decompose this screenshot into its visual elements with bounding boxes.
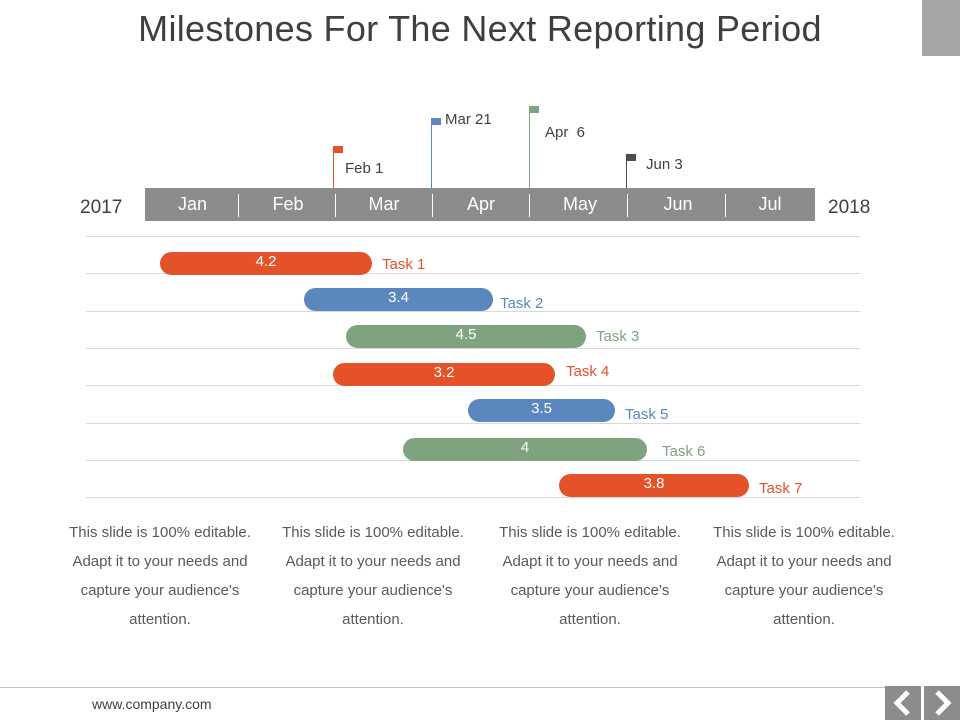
note-line: attention.	[129, 611, 191, 628]
month-divider	[725, 194, 726, 217]
corner-decoration	[922, 0, 960, 56]
task-1-label: Task 1	[382, 256, 426, 273]
note-block: This slide is 100% editable. Adapt it to…	[490, 518, 690, 634]
task-5-bar: 3.5	[468, 399, 615, 422]
task-2-label: Task 2	[500, 295, 544, 312]
note-line: attention.	[342, 611, 404, 628]
flag-icon	[529, 106, 539, 113]
task-5-label: Task 5	[625, 406, 669, 423]
chevron-right-icon	[935, 690, 952, 716]
flag-icon	[333, 146, 343, 153]
milestone-label: Feb 1	[345, 160, 384, 177]
note-block: This slide is 100% editable. Adapt it to…	[60, 518, 260, 634]
month-divider	[238, 194, 239, 217]
year-end-label: 2018	[828, 197, 871, 218]
task-4-bar: 3.2	[333, 363, 555, 386]
month-jun: Jun	[663, 194, 693, 214]
flag-pole	[626, 154, 627, 188]
chevron-left-icon	[893, 690, 910, 716]
task-7-label: Task 7	[759, 480, 803, 497]
row-divider	[86, 423, 860, 424]
month-may: May	[562, 194, 597, 214]
month-divider	[432, 194, 433, 217]
month-divider	[529, 194, 530, 217]
note-block: This slide is 100% editable. Adapt it to…	[273, 518, 473, 634]
month-apr: Apr	[466, 194, 495, 214]
note-line: Adapt it to your needs and	[716, 553, 892, 570]
month-jul: Jul	[758, 194, 782, 214]
footer-url[interactable]: www.company.com	[92, 696, 212, 712]
month-divider	[627, 194, 628, 217]
note-line: This slide is 100% editable.	[499, 524, 681, 541]
task-1-bar: 4.2	[160, 252, 372, 275]
note-line: attention.	[773, 611, 835, 628]
task-7-bar: 3.8	[559, 474, 749, 497]
flag-pole	[333, 146, 334, 188]
note-line: This slide is 100% editable.	[713, 524, 895, 541]
month-jan: Jan	[177, 194, 208, 214]
note-line: Adapt it to your needs and	[502, 553, 678, 570]
month-divider	[335, 194, 336, 217]
task-2-bar: 3.4	[304, 288, 493, 311]
note-line: This slide is 100% editable.	[282, 524, 464, 541]
flag-icon	[431, 118, 441, 125]
milestone-label: Apr 6	[545, 124, 586, 141]
row-divider	[86, 273, 860, 274]
note-line: capture your audience's	[510, 582, 670, 599]
flag-icon	[626, 154, 636, 161]
month-mar: Mar	[368, 194, 400, 214]
task-6-label: Task 6	[662, 443, 706, 460]
note-line: Adapt it to your needs and	[285, 553, 461, 570]
month-timeline: Jan Feb Mar Apr May Jun Jul	[145, 188, 815, 221]
footer-divider	[0, 687, 885, 688]
task-3-label: Task 3	[596, 328, 640, 345]
note-block: This slide is 100% editable. Adapt it to…	[704, 518, 904, 634]
task-6-bar: 4	[403, 438, 647, 461]
note-line: capture your audience's	[293, 582, 453, 599]
note-line: attention.	[559, 611, 621, 628]
next-slide-button[interactable]	[924, 686, 960, 720]
slide-title: Milestones For The Next Reporting Period	[138, 8, 822, 49]
task-3-bar: 4.5	[346, 325, 586, 348]
row-divider	[86, 236, 860, 237]
note-line: Adapt it to your needs and	[72, 553, 248, 570]
row-divider	[86, 497, 860, 498]
task-4-label: Task 4	[566, 363, 610, 380]
note-line: capture your audience's	[724, 582, 884, 599]
row-divider	[86, 348, 860, 349]
year-start-label: 2017	[80, 197, 123, 218]
note-line: capture your audience's	[80, 582, 240, 599]
row-divider	[86, 311, 860, 312]
previous-slide-button[interactable]	[885, 686, 921, 720]
note-line: This slide is 100% editable.	[69, 524, 251, 541]
flag-pole	[431, 118, 432, 188]
milestone-label: Mar 21	[445, 111, 492, 128]
milestone-label: Jun 3	[646, 156, 683, 173]
month-feb: Feb	[272, 194, 304, 214]
flag-pole	[529, 106, 530, 188]
